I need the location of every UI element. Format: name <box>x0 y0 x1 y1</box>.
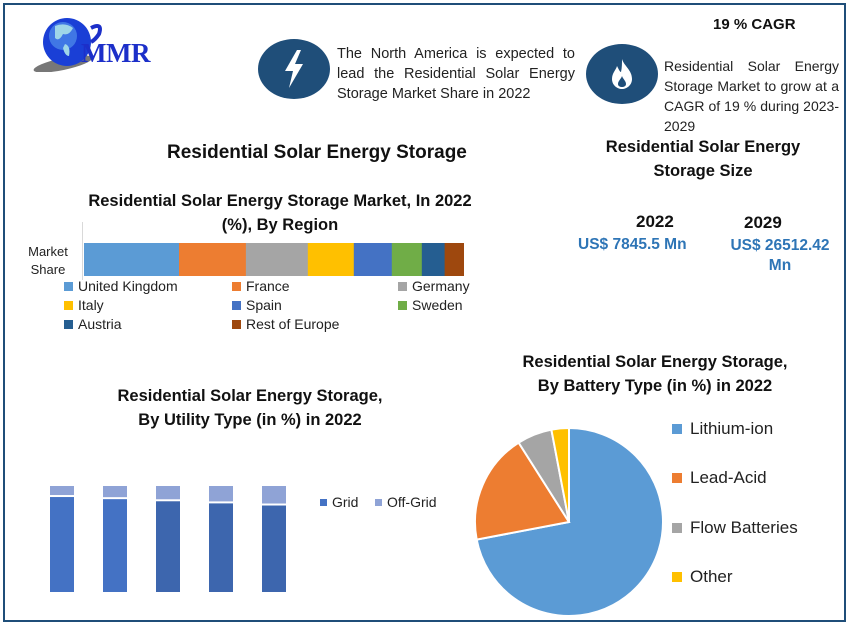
utility-chart-title: Residential Solar Energy Storage, By Uti… <box>60 384 440 432</box>
battery-chart-title-line1: Residential Solar Energy Storage, <box>522 353 788 371</box>
legend-france: France <box>232 278 290 294</box>
legend-austria: Austria <box>64 316 122 332</box>
legend-lithium-ion: Lithium-ion <box>672 419 773 439</box>
legend-united-kingdom: United Kingdom <box>64 278 178 294</box>
region-chart-title-line2: (%), By Region <box>221 216 339 234</box>
globe-icon <box>33 18 102 72</box>
bar-grid-5 <box>262 505 286 592</box>
legend-grid: Grid <box>320 494 358 510</box>
value-2022: US$ 7845.5 Mn <box>578 236 687 253</box>
legend-rest-of-europe: Rest of Europe <box>232 316 339 332</box>
legend-label-france: France <box>246 278 290 294</box>
legend-spain: Spain <box>232 297 282 313</box>
infographic-frame <box>3 3 846 622</box>
lightning-icon <box>285 50 303 88</box>
legend-swatch-off-grid <box>375 498 382 506</box>
bar-grid-1 <box>50 497 74 592</box>
region-chart-title-line1: Residential Solar Energy Storage Market,… <box>88 192 472 210</box>
battery-pie-chart <box>474 426 664 617</box>
flame-circle <box>586 44 658 104</box>
bar-off-grid-2 <box>103 486 127 498</box>
legend-germany: Germany <box>398 278 470 294</box>
bar-segment-italy <box>307 243 355 276</box>
battery-chart-title: Residential Solar Energy Storage, By Bat… <box>500 350 810 398</box>
bar-segment-germany <box>245 243 309 276</box>
bar-segment-rest-of-europe <box>444 243 464 276</box>
logo: MMR <box>25 12 155 72</box>
bar-segment-france <box>179 243 247 276</box>
bar-segment-spain <box>353 243 393 276</box>
year-2029: 2029 <box>744 213 782 232</box>
legend-swatch-germany <box>398 281 407 291</box>
legend-swatch-italy <box>64 300 73 310</box>
bar-grid-3 <box>156 501 180 592</box>
bar-grid-4 <box>209 503 233 592</box>
value-2029-line1: US$ 26512.42 <box>730 237 830 254</box>
market-size-title: Residential Solar Energy Storage Size <box>582 135 824 183</box>
legend-swatch-rest-of-europe <box>232 319 241 329</box>
bar-segment-united-kingdom <box>84 243 180 276</box>
legend-label-germany: Germany <box>412 278 470 294</box>
utility-chart-title-line2: By Utility Type (in %) in 2022 <box>138 411 362 429</box>
bar-segment-austria <box>421 243 446 276</box>
region-chart-title: Residential Solar Energy Storage Market,… <box>60 189 500 237</box>
pie-slice-lead-acid <box>474 441 571 541</box>
legend-flow-batteries: Flow Batteries <box>672 518 798 538</box>
legend-sweden: Sweden <box>398 297 463 313</box>
legend-label-grid: Grid <box>332 494 359 510</box>
north-america-text: The North America is expected to lead th… <box>337 46 575 102</box>
legend-swatch-lead-acid <box>672 473 682 483</box>
region-axis-line <box>82 222 83 280</box>
legend-label-italy: Italy <box>78 297 104 313</box>
value-2029-line2: Mn <box>768 257 792 274</box>
legend-label-united-kingdom: United Kingdom <box>78 278 178 294</box>
legend-label-sweden: Sweden <box>412 297 463 313</box>
legend-italy: Italy <box>64 297 104 313</box>
market-size-title-line1: Residential Solar Energy <box>605 138 801 156</box>
legend-label-off-grid: Off-Grid <box>387 494 437 510</box>
bar-off-grid-5 <box>262 486 286 504</box>
utility-chart-title-line1: Residential Solar Energy Storage, <box>117 387 383 405</box>
utility-bar-chart <box>50 486 286 592</box>
category-label-line1: Market <box>28 244 68 259</box>
legend-swatch-flow-batteries <box>672 523 682 533</box>
legend-other: Other <box>672 567 733 587</box>
legend-swatch-austria <box>64 319 73 329</box>
legend-label-lead-acid: Lead-Acid <box>690 468 767 487</box>
legend-label-flow-batteries: Flow Batteries <box>690 518 798 537</box>
legend-swatch-france <box>232 281 241 291</box>
cagr-label: 19 % CAGR <box>713 16 796 33</box>
value-2029: US$ 26512.42 Mn <box>720 236 840 276</box>
cagr-text: Residential Solar Energy Storage Market … <box>664 58 839 134</box>
legend-swatch-other <box>672 572 682 582</box>
legend-off-grid: Off-Grid <box>375 494 437 510</box>
year-2022: 2022 <box>636 212 674 231</box>
region-stacked-bar <box>84 243 464 276</box>
legend-swatch-lithium-ion <box>672 424 682 434</box>
pie-slice-other <box>550 426 570 523</box>
logo-text: MMR <box>81 38 150 68</box>
bar-off-grid-4 <box>209 486 233 502</box>
bar-grid-2 <box>103 499 127 592</box>
flame-icon <box>612 59 632 89</box>
bar-segment-sweden <box>391 243 423 276</box>
bar-off-grid-1 <box>50 486 74 496</box>
legend-label-lithium-ion: Lithium-ion <box>690 419 774 438</box>
legend-label-other: Other <box>690 567 733 586</box>
category-label-line2: Share <box>30 262 66 277</box>
legend-label-spain: Spain <box>246 297 282 313</box>
legend-label-austria: Austria <box>78 316 122 332</box>
legend-swatch-grid <box>320 498 327 506</box>
legend-swatch-sweden <box>398 300 407 310</box>
legend-swatch-spain <box>232 300 241 310</box>
legend-label-rest-of-europe: Rest of Europe <box>246 316 340 332</box>
main-title: Residential Solar Energy Storage <box>167 142 467 163</box>
bar-off-grid-3 <box>156 486 180 500</box>
legend-lead-acid: Lead-Acid <box>672 468 767 488</box>
lightning-circle <box>258 39 330 99</box>
battery-chart-title-line2: By Battery Type (in %) in 2022 <box>537 377 773 395</box>
market-size-title-line2: Storage Size <box>653 162 753 180</box>
legend-swatch-united-kingdom <box>64 281 73 291</box>
region-category-label: Market Share <box>22 243 74 279</box>
